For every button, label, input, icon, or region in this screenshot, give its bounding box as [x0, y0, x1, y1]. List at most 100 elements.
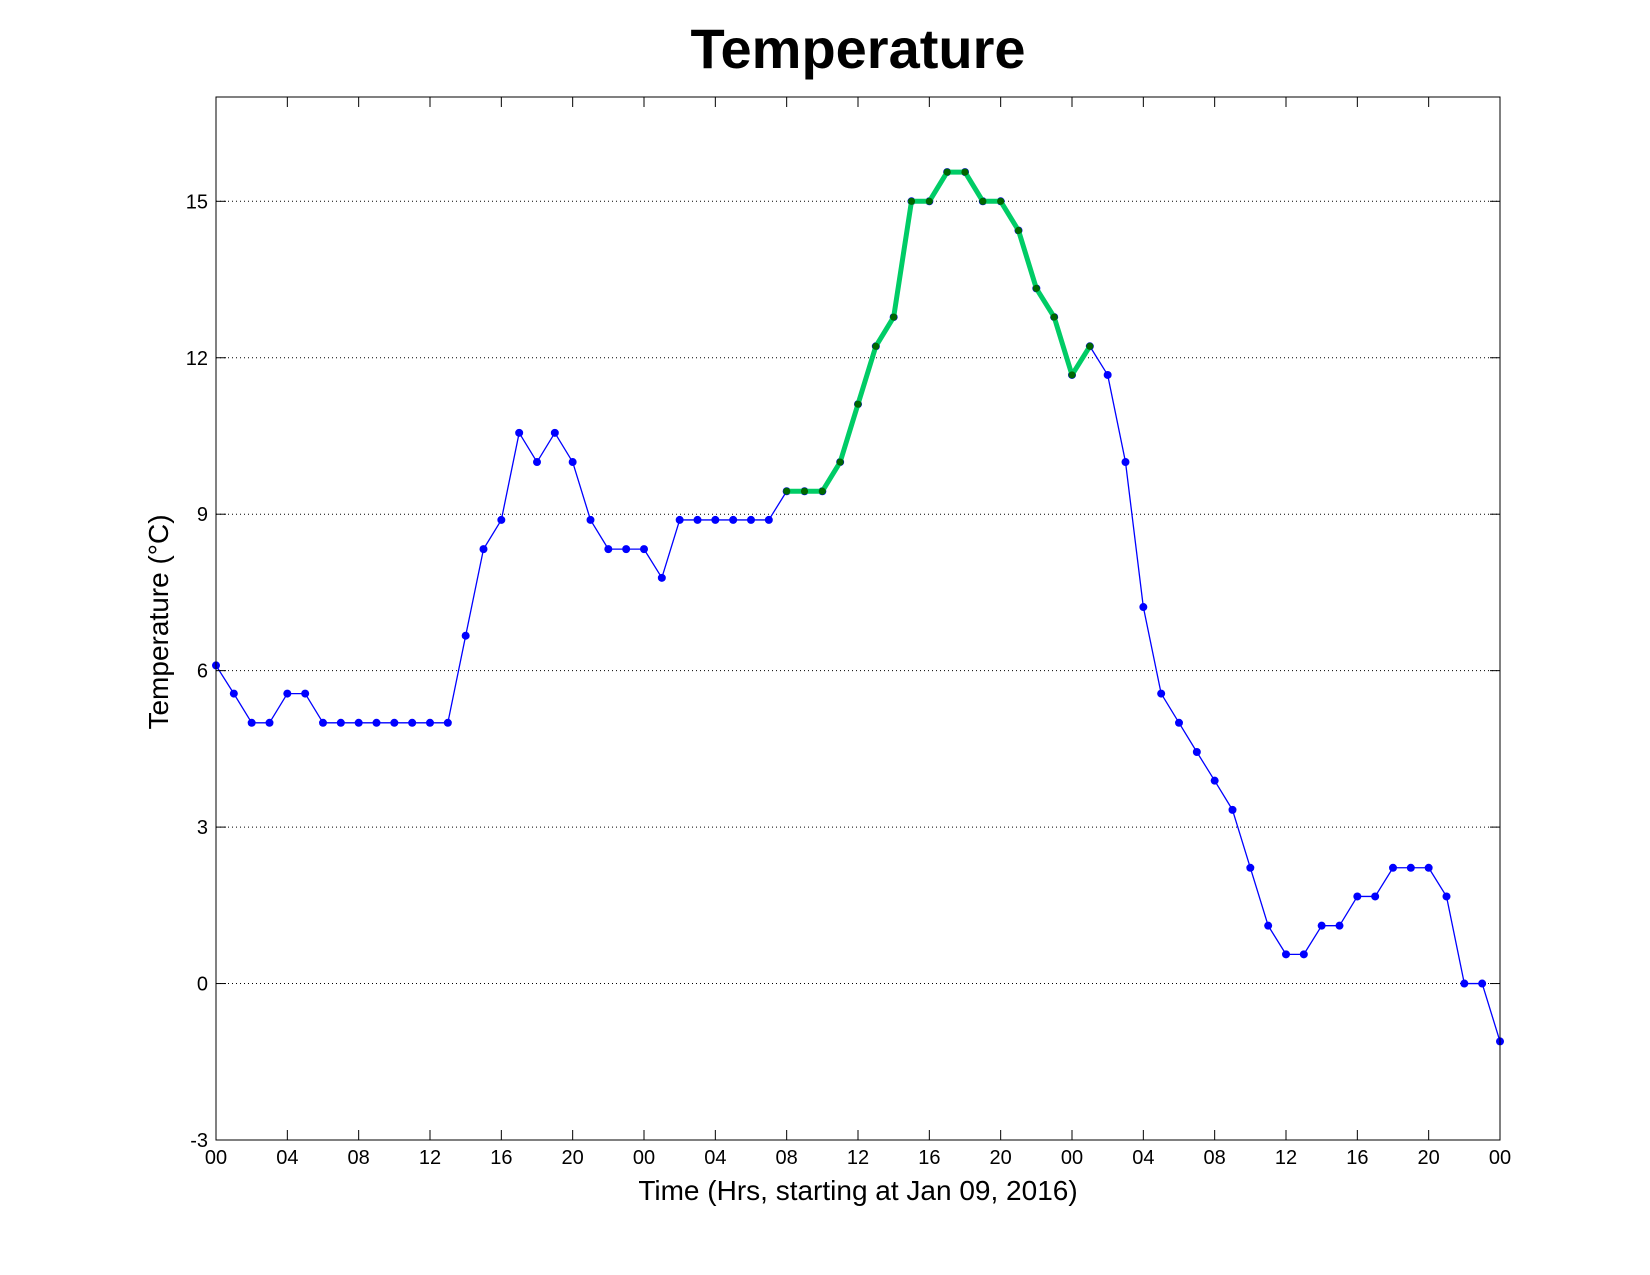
x-tick-label: 08	[776, 1147, 798, 1169]
data-point	[890, 313, 898, 321]
data-point	[1335, 921, 1344, 930]
data-point	[1353, 892, 1362, 901]
data-point	[461, 631, 470, 640]
data-point	[764, 515, 773, 524]
y-tick-label: 12	[186, 348, 208, 370]
data-point	[1371, 892, 1380, 901]
data-point	[1246, 863, 1255, 872]
data-point	[747, 515, 755, 524]
x-tick-label: 00	[633, 1147, 655, 1169]
data-point	[550, 428, 559, 437]
data-point	[640, 545, 648, 554]
y-axis-label: Temperature (°C)	[143, 514, 174, 729]
data-point	[229, 689, 238, 698]
data-point	[925, 197, 933, 205]
x-axis-label: Time (Hrs, starting at Jan 09, 2016)	[638, 1175, 1077, 1206]
data-point	[408, 718, 417, 727]
x-tick-label: 20	[1418, 1147, 1440, 1169]
data-point	[497, 515, 506, 524]
x-tick-label: 04	[276, 1147, 298, 1169]
x-tick-label: 12	[847, 1147, 869, 1169]
data-point	[1210, 776, 1219, 785]
data-point	[443, 718, 452, 727]
x-tick-label: 20	[990, 1147, 1012, 1169]
data-point	[1424, 863, 1433, 872]
x-tick-label: 16	[918, 1147, 940, 1169]
data-point	[1175, 718, 1183, 727]
data-point	[693, 515, 702, 524]
data-point	[1317, 921, 1326, 930]
series-layer	[212, 168, 1504, 1046]
data-point	[1406, 863, 1415, 872]
x-tick-label: 00	[1489, 1147, 1511, 1169]
series-line	[215, 171, 1501, 1042]
data-point	[515, 428, 524, 437]
data-point	[372, 718, 381, 727]
data-point	[1157, 689, 1166, 698]
x-tick-label: 12	[419, 1147, 441, 1169]
x-tick-label: 04	[704, 1147, 726, 1169]
data-point	[854, 400, 862, 408]
x-tick-label: 08	[1204, 1147, 1226, 1169]
data-point	[657, 573, 666, 582]
data-point	[1086, 342, 1094, 350]
axes	[215, 96, 1501, 1141]
data-point	[568, 458, 577, 467]
data-point	[479, 545, 488, 554]
data-point	[818, 487, 826, 495]
series-line	[786, 169, 1092, 494]
x-tick-label: 12	[1275, 1147, 1297, 1169]
data-point	[426, 718, 434, 727]
data-point	[1032, 284, 1040, 292]
data-point	[711, 515, 720, 524]
data-point	[354, 718, 363, 727]
data-point	[872, 342, 880, 350]
grid-lines	[216, 200, 1500, 985]
data-point	[1050, 313, 1058, 321]
data-point	[336, 718, 345, 727]
data-point	[586, 515, 595, 524]
data-point	[301, 689, 310, 698]
x-tick-label: 20	[562, 1147, 584, 1169]
data-point	[604, 545, 613, 554]
data-point	[1121, 458, 1130, 467]
data-point	[1068, 371, 1076, 379]
data-point	[943, 168, 951, 176]
data-point	[997, 197, 1005, 205]
data-point	[1389, 863, 1397, 872]
x-tick-label: 16	[490, 1147, 512, 1169]
chart-title: Temperature	[690, 17, 1025, 80]
highlight-series	[783, 168, 1094, 495]
tick-labels: -3 0 3 6 9 12 15 00 04 08 12 16 20 00 04 08 12 16 20 00 04 08…	[186, 191, 1511, 1169]
data-point	[1103, 370, 1112, 379]
y-tick-label: 6	[197, 661, 208, 683]
data-point	[1460, 979, 1469, 988]
y-tick-label: -3	[190, 1130, 208, 1152]
x-tick-label: 08	[348, 1147, 370, 1169]
data-point	[729, 515, 738, 524]
x-tick-label: 04	[1132, 1147, 1154, 1169]
y-tick-label: 0	[197, 974, 208, 996]
y-tick-label: 9	[197, 504, 208, 526]
x-tick-label: 00	[1061, 1147, 1083, 1169]
y-tick-label: 15	[186, 191, 208, 213]
data-point	[1282, 950, 1290, 959]
data-point	[800, 487, 809, 495]
data-point	[836, 458, 844, 466]
data-point	[783, 487, 791, 495]
x-tick-label: 00	[205, 1147, 227, 1169]
data-point	[1478, 979, 1487, 988]
data-point	[961, 168, 969, 176]
data-point	[1442, 892, 1451, 901]
y-tick-label: 3	[197, 817, 208, 839]
data-point	[907, 197, 916, 205]
data-point	[1139, 603, 1148, 612]
data-point	[533, 458, 541, 467]
data-point	[1192, 748, 1201, 757]
data-point	[319, 718, 327, 727]
data-point	[265, 718, 274, 727]
data-point	[1014, 226, 1023, 235]
data-point	[283, 689, 292, 698]
data-point	[979, 197, 987, 205]
data-point	[1228, 805, 1237, 814]
